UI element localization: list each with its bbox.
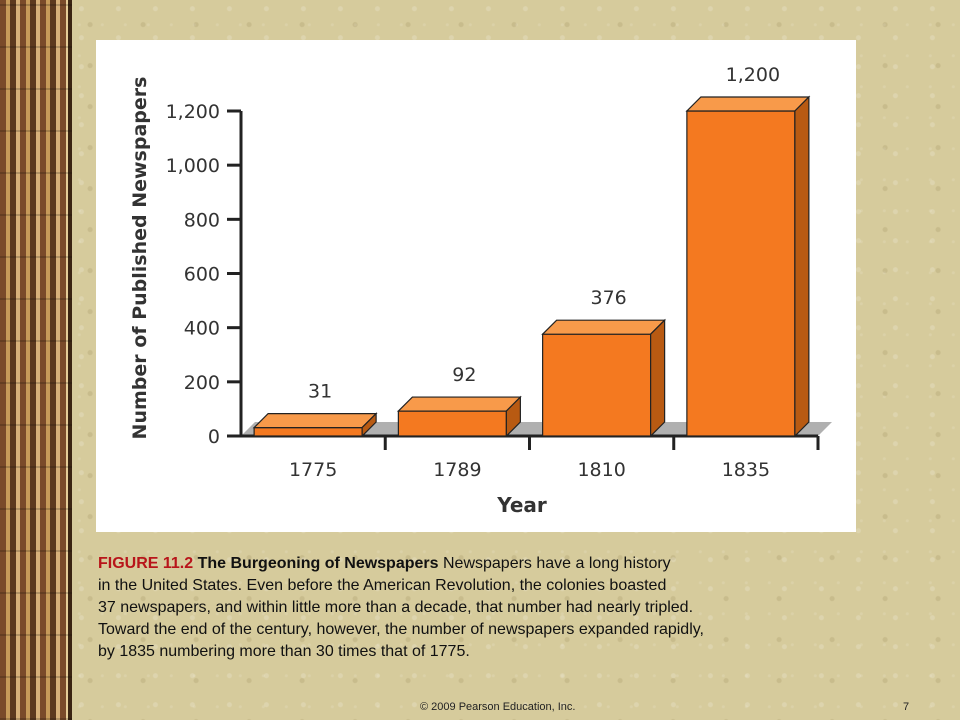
figure-number: FIGURE 11.2 [98,555,194,572]
data-label: 1,200 [726,64,780,86]
bar-side [794,95,810,438]
y-axis-label: Number of Published Newspapers [129,77,151,440]
y-tick-label: 0 [208,426,220,448]
y-tick-label: 1,200 [166,101,220,123]
x-tick-label: 1789 [433,459,481,481]
figure-title: The Burgeoning of Newspapers [197,555,439,572]
bar-front [686,110,796,437]
data-label: 92 [452,364,476,386]
decorative-border [0,0,72,720]
copyright-footer: © 2009 Pearson Education, Inc. [420,701,576,713]
chart-panel: Number of Published Newspapers Year 0 200… [96,40,856,532]
bar-top [685,96,811,112]
x-tick-label: 1810 [577,459,625,481]
bar-side [650,318,666,438]
x-tick-label: 1775 [289,459,337,481]
y-tick-label: 800 [184,209,220,231]
y-tick-label: 1,000 [166,155,220,177]
bar-top [396,396,522,412]
y-tick-label: 600 [184,264,220,286]
bar [541,318,667,438]
chart-floor [241,422,832,436]
figure-caption: FIGURE 11.2 The Burgeoning of Newspapers… [98,553,918,663]
caption-line: in the United States. Even before the Am… [98,577,667,594]
caption-line: by 1835 numbering more than 30 times tha… [98,643,470,660]
bar-front [542,333,652,437]
bar [252,412,378,438]
bar [396,395,522,438]
caption-line: Newspapers have a long history [442,555,671,572]
y-tick-label: 200 [184,372,220,394]
caption-line: Toward the end of the century, however, … [98,621,704,638]
bar-top [541,319,667,335]
bar-top [252,413,378,429]
caption-line: 37 newspapers, and within little more th… [98,599,694,616]
bar [685,95,811,438]
x-axis-label: Year [496,493,547,517]
bar-front [397,410,507,437]
data-label: 376 [590,287,626,309]
bar-side [505,395,521,438]
x-tick-label: 1835 [722,459,770,481]
bar-chart: Number of Published Newspapers Year 0 200… [129,64,832,517]
bar-side [361,412,377,438]
y-tick-label: 400 [184,318,220,340]
page-number: 7 [903,701,910,713]
bar-front [253,427,363,437]
data-label: 31 [308,381,332,403]
